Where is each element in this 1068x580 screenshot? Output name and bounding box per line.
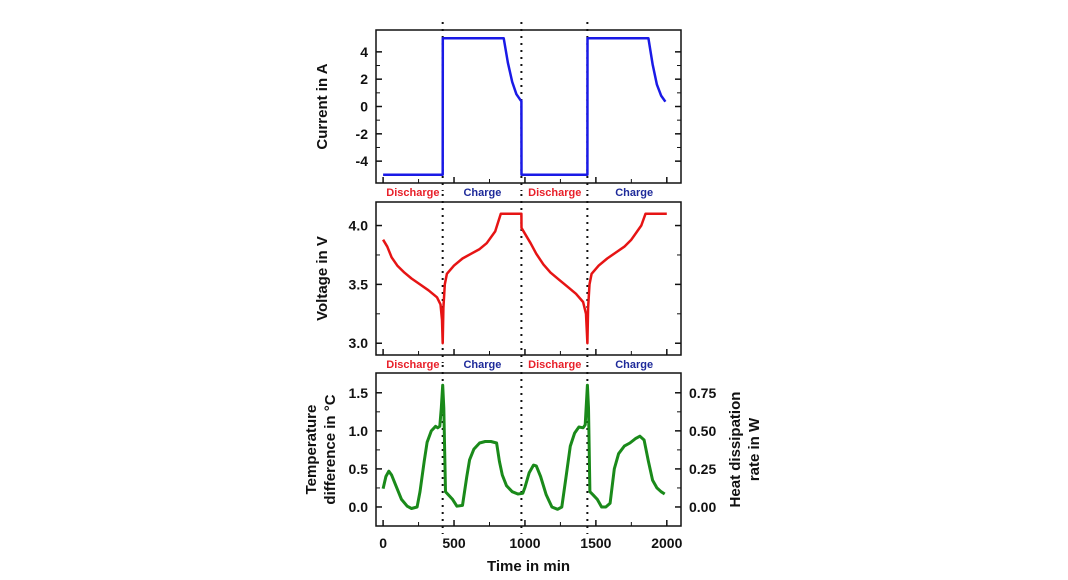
phase-label-charge: Charge [615, 187, 653, 199]
y2-tick-label: 0.50 [689, 423, 716, 439]
y-tick-label: 2 [360, 71, 368, 87]
x-tick-label: 500 [442, 535, 466, 551]
y-tick-label: 3.5 [349, 276, 369, 292]
y-axis-title: Current in A [314, 63, 331, 149]
y2-tick-label: 0.75 [689, 385, 716, 401]
plot-frame [375, 29, 682, 184]
phase-label-discharge: Discharge [528, 187, 581, 199]
phase-label-charge: Charge [463, 359, 501, 371]
phase-label-charge: Charge [463, 187, 501, 199]
y-tick-label: 4.0 [349, 218, 369, 234]
x-tick-label: 1500 [580, 535, 611, 551]
x-axis-title: Time in min [487, 558, 570, 575]
y-axis-title: Voltage in V [314, 236, 331, 321]
y-tick-label: 1.5 [349, 385, 369, 401]
y-tick-label: 0.0 [349, 499, 369, 515]
y-tick-label: -2 [356, 126, 369, 142]
panel-voltage: 3.0 3.5 4.0 Voltage in V Discharge Charge Disc… [314, 194, 682, 371]
x-tick-label: 2000 [651, 535, 682, 551]
temperature-series-line [381, 383, 666, 511]
y2-tick-label: 0.00 [689, 499, 716, 515]
y2-tick-label: 0.25 [689, 461, 716, 477]
panel-temperature: 0.0 0.5 1.0 1.5 Temperature difference in °C 0… [303, 365, 763, 575]
phase-label-discharge: Discharge [528, 359, 581, 371]
panel-current: -4 -2 0 2 4 Current in A Discharge Charge Discha… [314, 22, 682, 199]
current-series-line [383, 36, 667, 177]
y-axis-title: Temperature [303, 405, 320, 495]
phase-label-charge: Charge [615, 359, 653, 371]
plot-frame [375, 372, 682, 527]
y2-axis-title: rate in W [746, 417, 763, 481]
y-tick-label: 1.0 [349, 423, 369, 439]
y-axis-title: difference in °C [322, 394, 339, 504]
plot-frame [375, 201, 682, 356]
phase-label-discharge: Discharge [386, 187, 439, 199]
x-tick-label: 1000 [509, 535, 540, 551]
x-tick-label: 0 [379, 535, 387, 551]
voltage-series-line [382, 212, 667, 345]
y2-axis-title: Heat dissipation [727, 392, 744, 508]
y-tick-label: 3.0 [349, 335, 369, 351]
y-tick-label: 0 [360, 99, 368, 115]
y-tick-label: 4 [360, 44, 368, 60]
y-tick-label: 0.5 [349, 461, 369, 477]
y-tick-label: -4 [356, 153, 369, 169]
phase-label-discharge: Discharge [386, 359, 439, 371]
